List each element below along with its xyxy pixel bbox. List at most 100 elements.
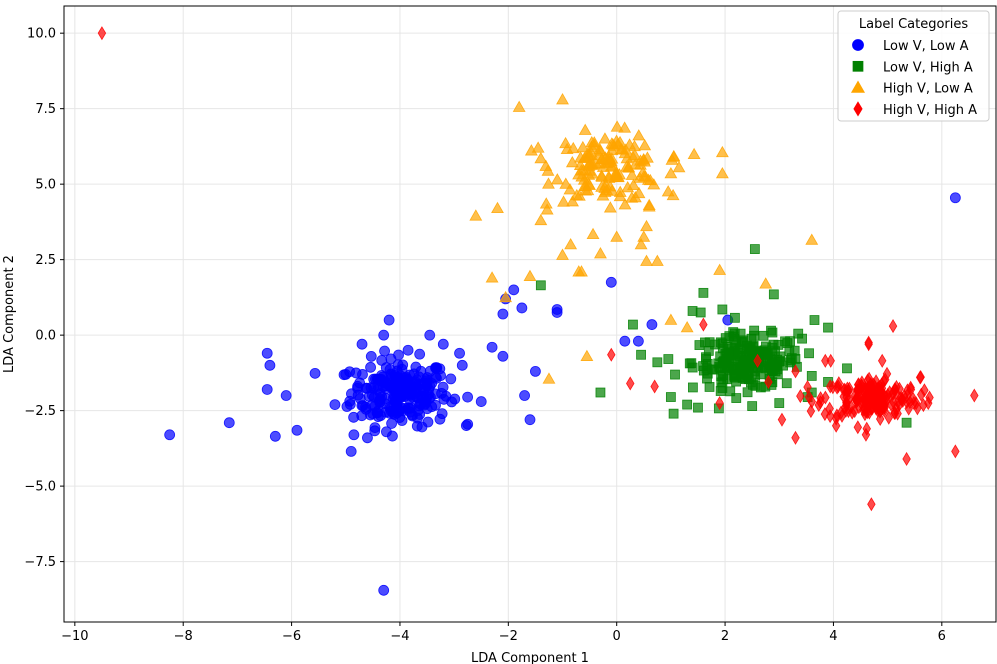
data-point: [637, 230, 651, 242]
data-point: [720, 348, 731, 359]
x-tick-label: −8: [174, 629, 193, 644]
data-point: [877, 384, 886, 399]
legend-items: Low V, Low A Low V, High A High V, Low A Hi…: [850, 39, 977, 118]
data-point: [774, 398, 785, 408]
data-point: [682, 399, 693, 410]
data-point: [731, 393, 742, 403]
data-point: [821, 390, 830, 405]
data-point: [743, 367, 754, 378]
data-point: [499, 290, 513, 303]
data-point: [714, 361, 725, 372]
data-point: [663, 354, 674, 364]
data-point: [715, 167, 729, 179]
data-point: [680, 321, 694, 333]
data-point: [383, 314, 395, 326]
data-point: [469, 209, 483, 221]
data-point: [435, 370, 446, 382]
data-point: [542, 372, 556, 384]
data-point: [877, 353, 887, 368]
data-point: [638, 139, 652, 151]
x-tick-label: −4: [390, 629, 409, 644]
data-point: [524, 414, 536, 426]
data-point: [389, 383, 401, 395]
data-point: [164, 429, 176, 441]
data-point: [804, 348, 814, 359]
legend-label: Low V, High A: [883, 60, 973, 75]
data-point: [350, 367, 362, 379]
data-point: [636, 349, 646, 360]
data-point: [826, 353, 835, 368]
data-point: [796, 389, 805, 404]
data-point: [329, 399, 341, 410]
data-point: [556, 248, 569, 260]
series-high-v-high-a: [97, 26, 979, 512]
data-point: [730, 312, 740, 323]
data-point: [882, 390, 891, 405]
data-point: [434, 413, 446, 425]
data-point: [421, 392, 432, 404]
data-point: [542, 177, 555, 189]
data-point: [580, 349, 594, 361]
data-point: [701, 352, 711, 363]
data-point: [340, 368, 352, 380]
data-point: [861, 427, 871, 442]
data-point: [381, 426, 392, 438]
data-point: [791, 430, 800, 445]
data-point: [603, 201, 617, 213]
data-point: [605, 276, 617, 288]
data-point: [497, 308, 509, 320]
data-point: [753, 353, 762, 368]
data-point: [622, 160, 635, 172]
data-point: [393, 349, 404, 361]
data-point: [508, 284, 520, 296]
data-point: [369, 425, 381, 437]
data-point: [906, 380, 915, 395]
data-point: [357, 400, 369, 412]
data-point: [875, 411, 885, 427]
data-point: [402, 344, 414, 356]
data-point: [781, 378, 792, 389]
data-point: [572, 168, 586, 180]
data-point: [519, 390, 530, 401]
data-point: [352, 380, 364, 392]
x-tick-label: 4: [829, 629, 837, 644]
data-point: [867, 497, 876, 512]
data-point: [280, 390, 292, 401]
data-point: [664, 167, 678, 179]
y-tick-label: −2.5: [24, 404, 56, 419]
data-point: [485, 271, 499, 283]
data-point: [291, 424, 303, 436]
data-point: [362, 432, 373, 444]
data-point: [578, 123, 592, 135]
data-point: [864, 335, 873, 350]
y-tick-label: 5.0: [35, 178, 56, 193]
grid: [64, 6, 996, 622]
data-point: [609, 170, 623, 182]
data-point: [556, 93, 569, 105]
data-point: [605, 152, 619, 164]
data-point: [361, 382, 373, 394]
data-point: [853, 420, 863, 435]
data-point: [261, 384, 273, 395]
data-point: [628, 319, 638, 330]
data-point: [575, 265, 588, 277]
data-point: [888, 319, 898, 334]
data-point: [772, 361, 783, 371]
data-point: [412, 412, 423, 424]
data-point: [595, 169, 609, 181]
data-point: [924, 396, 933, 411]
data-point: [698, 365, 709, 376]
data-point: [882, 366, 892, 381]
data-point: [390, 372, 402, 384]
data-point: [884, 410, 894, 425]
data-point: [853, 377, 863, 392]
data-point: [886, 397, 896, 412]
data-point: [626, 376, 635, 391]
data-point: [687, 306, 698, 316]
data-point: [805, 233, 819, 245]
data-point: [594, 247, 607, 259]
data-point: [869, 377, 878, 392]
data-point: [405, 385, 417, 397]
data-point: [576, 140, 590, 153]
data-point: [902, 451, 911, 466]
